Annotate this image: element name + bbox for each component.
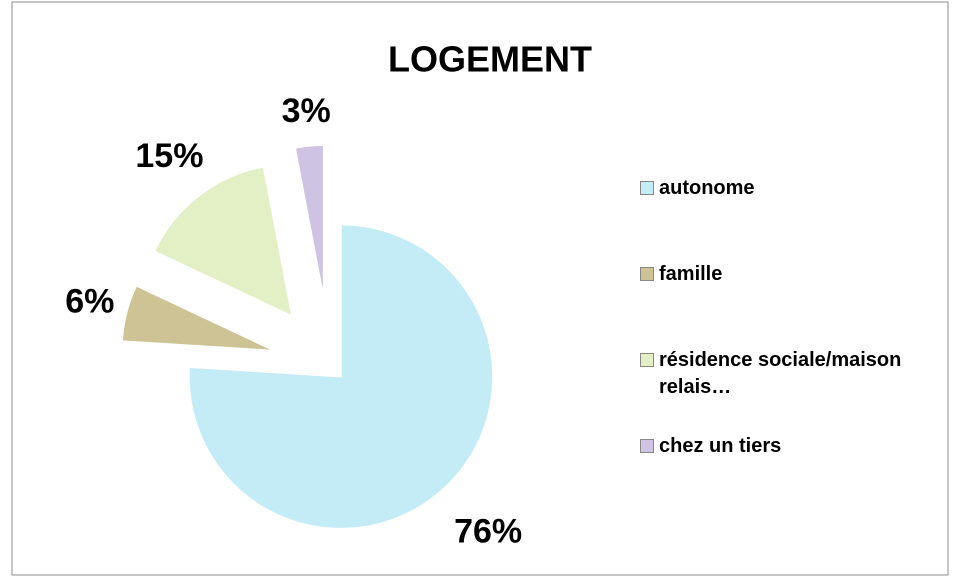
pie-slice (121, 284, 275, 352)
legend-label: résidence sociale/maison relais… (659, 349, 902, 398)
chart-title: LOGEMENT (388, 39, 592, 80)
legend-label: famille (659, 263, 723, 285)
legend-item: résidence sociale/maison relais… (640, 347, 940, 433)
legend-label: chez un tiers (659, 435, 782, 457)
pie-slice (153, 165, 294, 318)
legend-item: famille (640, 261, 940, 347)
data-label: 76% (454, 512, 522, 550)
data-label: 15% (135, 137, 203, 175)
legend: autonome famille résidence sociale/maison … (640, 175, 940, 519)
legend-item: autonome (640, 175, 940, 261)
legend-label: autonome (659, 177, 755, 199)
legend-item: chez un tiers (640, 433, 940, 519)
pie-slice (188, 223, 494, 530)
legend-swatch (640, 353, 654, 367)
legend-swatch (640, 181, 654, 195)
legend-swatch (640, 267, 654, 281)
data-label: 3% (282, 92, 331, 130)
chart-frame (11, 1, 949, 576)
legend-swatch (640, 439, 654, 453)
pie-slice (294, 144, 325, 298)
data-label: 6% (65, 282, 114, 320)
